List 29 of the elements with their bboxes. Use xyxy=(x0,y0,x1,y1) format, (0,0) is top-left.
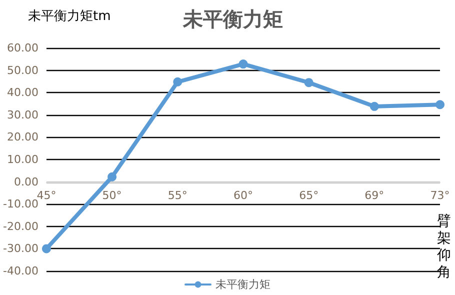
y-tick-label: 40.00 xyxy=(6,86,38,100)
point xyxy=(238,60,248,69)
y-tick-label: 30.00 xyxy=(6,108,38,122)
y-tick-label: -20.00 xyxy=(2,220,38,233)
point xyxy=(108,172,117,182)
x-tick-label: 45° xyxy=(36,188,56,202)
y-tick-label: 50.00 xyxy=(6,64,38,77)
x-axis-title: 臂架仰角 xyxy=(437,214,451,280)
point xyxy=(304,78,314,88)
point xyxy=(173,77,182,86)
chart-title: 未平衡力矩 xyxy=(182,7,283,31)
legend-label: 未平衡力矩 xyxy=(216,278,270,291)
y-tick-label: 20.00 xyxy=(6,130,38,144)
point xyxy=(436,100,444,110)
x-tick-label: 60° xyxy=(233,188,253,202)
y-tick-label: 0.00 xyxy=(14,175,38,188)
x-tick-label: 69° xyxy=(364,188,384,202)
x-tick-label: 55° xyxy=(168,188,188,202)
point xyxy=(370,102,379,111)
y-tick-label: 10.00 xyxy=(6,153,38,166)
y-axis-title: 未平衡力矩tm xyxy=(28,9,111,24)
point xyxy=(42,244,51,254)
y-tick-label: -30.00 xyxy=(2,242,38,256)
x-tick-label: 50° xyxy=(102,188,122,202)
y-tick-label: 60.00 xyxy=(6,42,38,54)
x-tick-label: 65° xyxy=(299,188,319,202)
x-tick-label: 73° xyxy=(430,188,450,202)
y-tick-label: -40.00 xyxy=(2,264,38,278)
y-tick-label: -10.00 xyxy=(2,198,38,211)
